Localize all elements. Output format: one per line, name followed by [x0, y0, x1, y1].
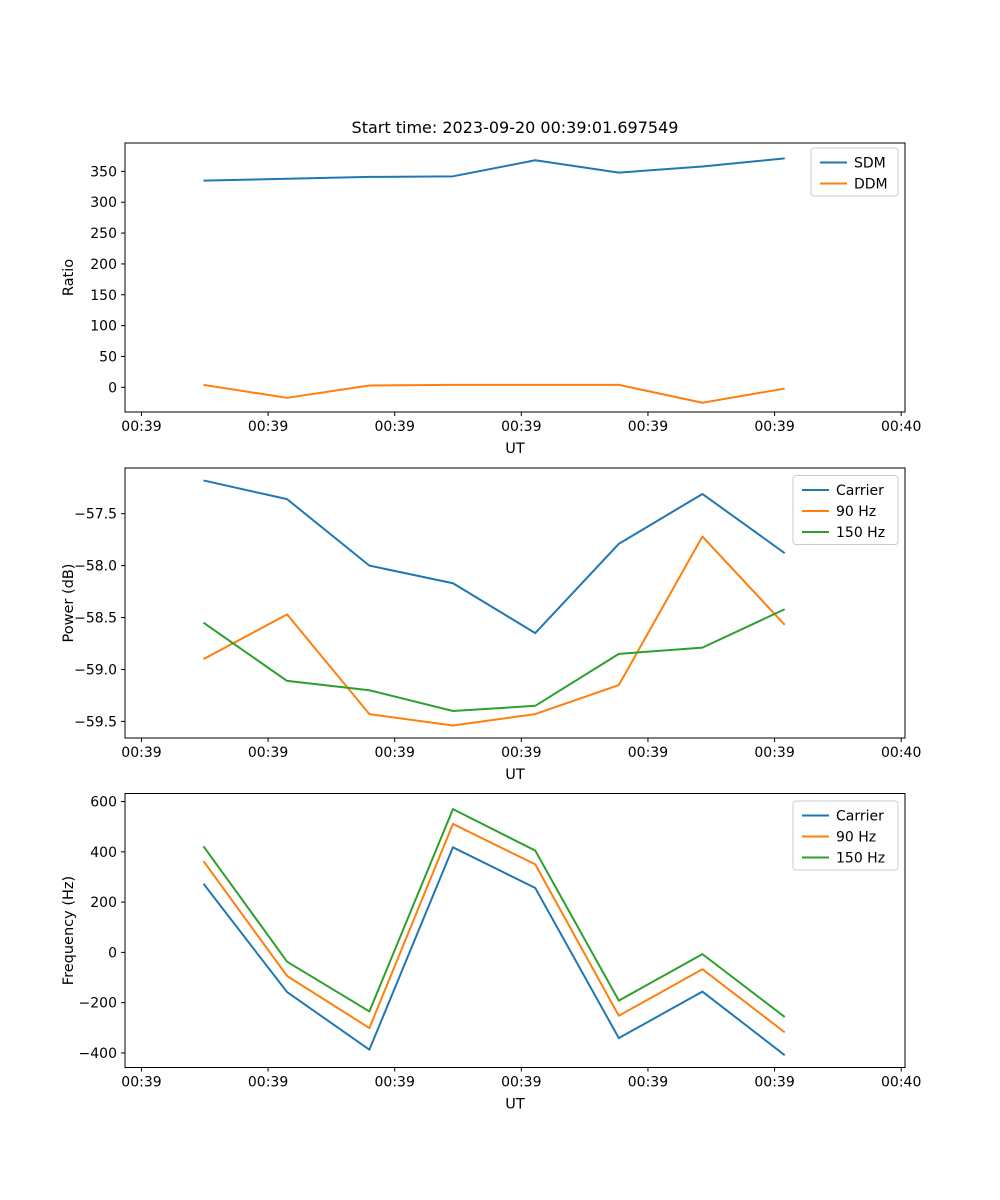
ratio-y-axis-label: Ratio — [61, 259, 77, 296]
frequency-legend-label: Carrier — [836, 809, 884, 825]
ratio-x-tick-label: 00:39 — [501, 419, 541, 435]
frequency-y-tick-label: −200 — [79, 996, 117, 1012]
ratio-spines — [124, 142, 906, 413]
power-series-150-hz-line — [202, 608, 786, 712]
ratio-series-ddm-line — [203, 383, 785, 404]
ratio-y-tick-label: 350 — [90, 164, 117, 180]
power-x-tick-label: 00:39 — [501, 745, 541, 761]
power-y-axis-label: Power (dB) — [61, 564, 77, 643]
frequency-y-axis-label: Frequency (Hz) — [61, 876, 77, 985]
frequency-legend-label: 150 Hz — [836, 851, 885, 867]
ratio-legend-label: SDM — [854, 156, 886, 172]
frequency-series-carrier-line — [202, 846, 786, 1056]
frequency-x-tick-label: 00:39 — [248, 1075, 288, 1091]
power-x-tick-label: 00:39 — [754, 745, 794, 761]
power-y-tick-label: −59.0 — [74, 662, 117, 678]
power-plot: 00:39 00:39 00:39 00:39 00:39 00:39 00:40 −57.5… — [61, 467, 921, 783]
frequency-spines — [124, 793, 906, 1068]
frequency-x-tick-label: 00:39 — [375, 1075, 415, 1091]
power-y-tick-label: −59.5 — [74, 714, 117, 730]
power-x-tick-label: 00:39 — [248, 745, 288, 761]
ratio-x-tick-label: 00:39 — [628, 419, 668, 435]
ratio-legend-label: DDM — [854, 177, 888, 193]
chart-title: Start time: 2023-09-20 00:39:01.697549 — [351, 118, 679, 137]
power-y-tick-label: −58.5 — [74, 611, 117, 627]
frequency-x-axis-label: UT — [505, 1097, 525, 1113]
frequency-series-150-hz-line — [202, 808, 786, 1018]
frequency-x-tick-label: 00:39 — [628, 1075, 668, 1091]
frequency-legend: Carrier 90 Hz 150 Hz — [792, 800, 899, 871]
ratio-x-tick-label: 00:40 — [881, 419, 921, 435]
power-legend: Carrier 90 Hz 150 Hz — [792, 475, 899, 545]
ratio-y-tick-label: 300 — [90, 195, 117, 211]
frequency-y-tick-label: 0 — [108, 945, 117, 961]
frequency-x-tick-label: 00:39 — [754, 1075, 794, 1091]
power-x-tick-label: 00:39 — [375, 745, 415, 761]
ratio-y-tick-label: 100 — [90, 319, 117, 335]
power-legend-label: Carrier — [836, 483, 884, 499]
ratio-y-tick-label: 150 — [90, 288, 117, 304]
power-series-carrier-line — [203, 479, 786, 635]
frequency-plot: 00:39 00:39 00:39 00:39 00:39 00:39 00:40 600 40… — [61, 793, 921, 1113]
power-x-tick-label: 00:40 — [881, 745, 921, 761]
frequency-series-90-hz-line — [202, 822, 786, 1034]
power-legend-box — [792, 475, 899, 545]
ratio-x-tick-label: 00:39 — [375, 419, 415, 435]
power-series-90-hz-line — [203, 535, 786, 727]
ratio-y-tick-label: 250 — [90, 226, 117, 242]
ratio-series-sdm-line — [203, 157, 785, 182]
power-x-tick-label: 00:39 — [121, 745, 161, 761]
ratio-y-tick-label: 0 — [108, 380, 117, 396]
frequency-y-tick-label: 600 — [90, 795, 117, 811]
ratio-x-tick-label: 00:39 — [248, 419, 288, 435]
frequency-legend-label: 90 Hz — [836, 830, 876, 846]
frequency-y-tick-label: −400 — [79, 1046, 117, 1062]
ratio-x-tick-label: 00:39 — [121, 419, 161, 435]
frequency-y-tick-label: 200 — [90, 895, 117, 911]
power-x-axis-label: UT — [505, 767, 525, 783]
ratio-x-axis-label: UT — [505, 441, 525, 457]
ratio-y-tick-label: 50 — [99, 349, 117, 365]
ratio-legend: SDM DDM — [810, 147, 899, 197]
power-y-tick-label: −57.5 — [74, 507, 117, 523]
frequency-x-tick-label: 00:39 — [501, 1075, 541, 1091]
frequency-x-tick-label: 00:40 — [881, 1075, 921, 1091]
power-y-tick-label: −58.0 — [74, 559, 117, 575]
frequency-legend-box — [792, 800, 899, 871]
power-legend-label: 90 Hz — [836, 504, 876, 520]
power-x-tick-label: 00:39 — [628, 745, 668, 761]
ratio-plot: 00:39 00:39 00:39 00:39 00:39 00:39 00:40 350 30… — [61, 142, 921, 457]
power-legend-label: 150 Hz — [836, 525, 885, 541]
power-spines — [124, 467, 906, 739]
frequency-x-tick-label: 00:39 — [121, 1075, 161, 1091]
ratio-y-tick-label: 200 — [90, 257, 117, 273]
ratio-x-tick-label: 00:39 — [754, 419, 794, 435]
frequency-y-tick-label: 400 — [90, 845, 117, 861]
